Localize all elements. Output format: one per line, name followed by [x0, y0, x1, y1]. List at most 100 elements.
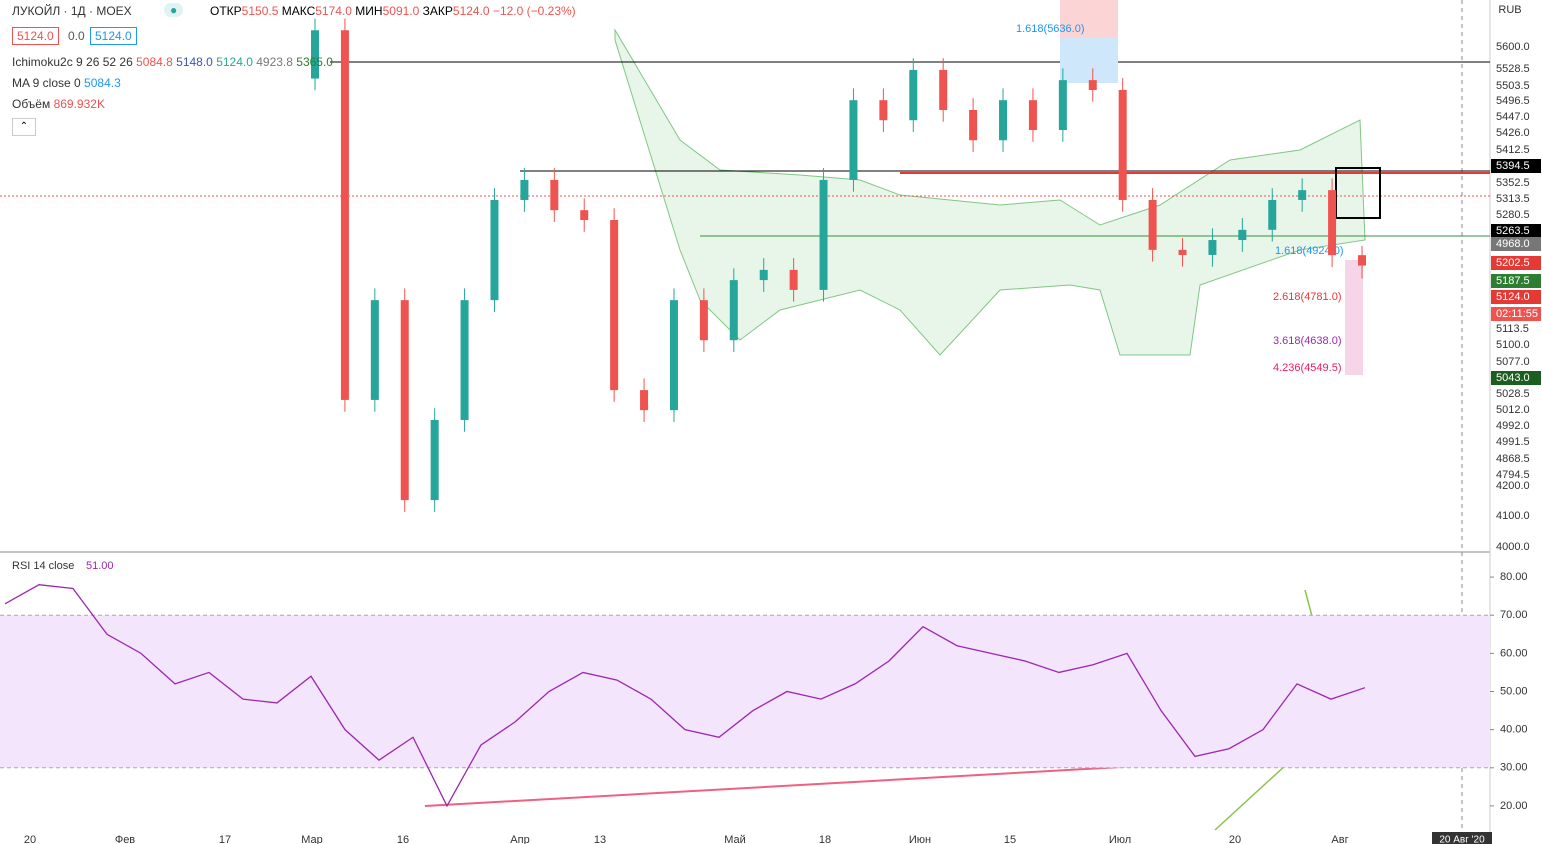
- price-axis-label: 4794.5: [1496, 469, 1530, 481]
- price-axis-label: 5012.0: [1496, 404, 1530, 416]
- price-axis-label: 5280.5: [1496, 209, 1530, 221]
- label: Объём: [12, 97, 51, 111]
- candle-body: [1178, 249, 1187, 255]
- collapse-button[interactable]: ⌃: [12, 118, 36, 136]
- candle-body: [610, 220, 619, 391]
- value: 5124.0: [216, 55, 253, 69]
- price-axis-label: 4100.0: [1496, 510, 1530, 522]
- candle-body: [879, 100, 888, 121]
- price-label-box: [1491, 371, 1541, 385]
- price-axis-label: 5352.5: [1496, 177, 1530, 189]
- rsi-band: [0, 615, 1490, 768]
- price-axis-label: 5202.5: [1496, 257, 1530, 269]
- candle-body: [909, 69, 918, 121]
- candle-body: [999, 100, 1008, 141]
- price-axis-label: 5394.5: [1496, 160, 1530, 172]
- candle-body: [1268, 199, 1277, 230]
- candle-body: [1358, 255, 1366, 266]
- candle-body: [430, 419, 439, 501]
- value: 5150.5: [241, 4, 279, 18]
- symbol: ЛУКОЙЛ · 1Д · MOEX: [12, 4, 132, 18]
- date-label: 15: [1004, 834, 1016, 844]
- rsi-legend: RSI 14 close: [12, 560, 74, 572]
- price-axis-label: 5412.5: [1496, 144, 1530, 156]
- price-label-box: [1491, 159, 1541, 173]
- status[interactable]: ●: [164, 3, 184, 17]
- rsi-tick-label: 80.00: [1500, 571, 1528, 583]
- price-axis-label: 5496.5: [1496, 95, 1530, 107]
- price-axis-label: 02:11:55: [1496, 308, 1538, 320]
- price-label-box: [1491, 307, 1541, 321]
- candle-body: [819, 179, 828, 290]
- price-axis-label: 5028.5: [1496, 388, 1530, 400]
- date-label: Фев: [115, 834, 135, 844]
- candle-body: [1148, 199, 1157, 250]
- spread: 0.0: [68, 29, 85, 43]
- fib-zone: [1060, 38, 1118, 83]
- ichimoku-cloud: [614, 28, 1366, 356]
- volume-legend: Объём 869.932K: [12, 97, 105, 111]
- rsi-tick-label: 40.00: [1500, 724, 1528, 736]
- date-label: 20: [24, 834, 36, 844]
- price-axis-label: 5447.0: [1496, 111, 1530, 123]
- candle-body: [1298, 190, 1307, 200]
- candle-body: [311, 30, 319, 79]
- date-label: 17: [219, 834, 231, 844]
- sell-button[interactable]: 5124.0: [12, 27, 59, 45]
- price-axis-label: 5600.0: [1496, 41, 1530, 53]
- value: 5148.0: [176, 55, 213, 69]
- candle-body: [1058, 80, 1067, 131]
- date-label: Июн: [909, 834, 931, 844]
- price-label-box: [1491, 224, 1541, 238]
- candle-body: [550, 179, 559, 211]
- currency: RUB: [1498, 4, 1521, 16]
- label: Ichimoku2c 9 26 52 26: [12, 55, 133, 69]
- rsi-tick-label: 50.00: [1500, 685, 1528, 697]
- ohlc: ОТКР5150.5 МАКС5174.0 МИН5091.0 ЗАКР5124…: [210, 4, 576, 18]
- candle-body: [520, 179, 529, 200]
- candle-body: [1028, 100, 1037, 131]
- candle-body: [789, 269, 798, 290]
- fib-label: 1.618(4924.0): [1275, 245, 1344, 257]
- ma-legend: MA 9 close 0 5084.3: [12, 76, 121, 90]
- candle-body: [939, 69, 948, 110]
- price-axis-label: 5503.5: [1496, 80, 1530, 92]
- price-axis-label: 5113.5: [1496, 323, 1529, 335]
- price-axis-label: 4991.5: [1496, 436, 1530, 448]
- rsi-line: [4, 584, 1366, 808]
- rsi-value: 51.00: [86, 560, 114, 572]
- candle-body: [969, 110, 978, 141]
- price-axis-label: 5313.5: [1496, 193, 1530, 205]
- price-label-box: [1491, 256, 1541, 270]
- candle-body: [849, 100, 858, 180]
- candle-body: [1118, 89, 1127, 200]
- fib-zone: [1345, 260, 1363, 375]
- candle-body: [490, 199, 499, 301]
- label: ОТКР: [210, 4, 242, 18]
- candle-body: [729, 280, 738, 341]
- candle-body: [1328, 190, 1337, 256]
- buy-button[interactable]: 5124.0: [90, 27, 137, 45]
- price-axis-label: 4968.0: [1496, 238, 1530, 250]
- candle-body: [640, 390, 649, 411]
- price-axis-label: 4200.0: [1496, 480, 1530, 492]
- rsi-tick-label: 30.00: [1500, 762, 1528, 774]
- price-axis-label: 5077.0: [1496, 356, 1530, 368]
- price-axis-label: 5263.5: [1496, 225, 1530, 237]
- candle-body: [340, 30, 349, 400]
- candle-body: [1238, 229, 1247, 241]
- fib-label: 4.236(4549.5): [1273, 362, 1342, 374]
- fib-label: 1.618(5636.0): [1016, 23, 1085, 35]
- price-axis-label: 5100.0: [1496, 339, 1530, 351]
- value: 5174.0: [315, 4, 352, 18]
- label: МИН: [355, 4, 383, 18]
- date-label: 13: [594, 834, 606, 844]
- price-axis-label: 5528.5: [1496, 63, 1530, 75]
- cursor-date-box: [1432, 832, 1492, 844]
- candle-body: [669, 300, 678, 411]
- candle-body: [699, 300, 708, 341]
- rsi-tick-label: 20.00: [1500, 800, 1528, 812]
- price-axis-label: 5124.0: [1496, 291, 1530, 303]
